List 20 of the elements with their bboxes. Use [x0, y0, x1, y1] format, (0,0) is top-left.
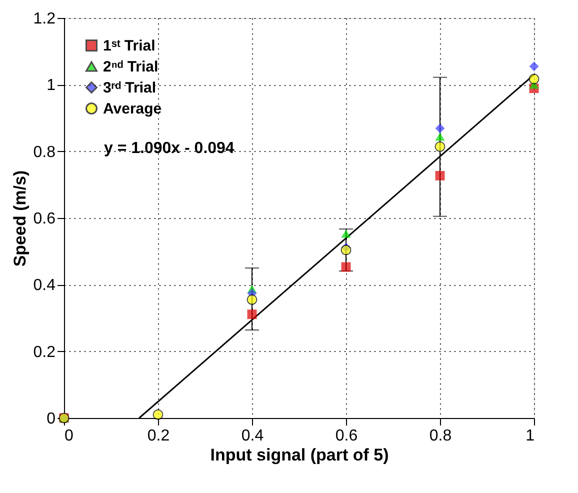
y-tick-label: 0.2 — [33, 344, 56, 361]
x-axis-title: Input signal (part of 5) — [210, 446, 389, 464]
legend-label: 2ⁿᵈ Trial — [103, 58, 158, 76]
legend-label: Average — [103, 100, 162, 118]
legend-label: 1ˢᵗ Trial — [103, 38, 156, 54]
y-tick-label: 1.2 — [33, 10, 56, 28]
y-tick-label: 1 — [46, 77, 56, 94]
annotation: y = 1.090x - 0.094 — [104, 140, 234, 157]
y-tick-label: 0.4 — [33, 277, 56, 294]
x-tick-label: 0.2 — [147, 428, 170, 444]
y-tick-label: 0 — [46, 410, 56, 428]
x-tick-label: 0 — [64, 428, 74, 444]
y-tick-label: 0.8 — [33, 144, 56, 161]
y-axis-title: Speed (m/s) — [10, 170, 30, 267]
x-tick-label: 0.6 — [335, 428, 358, 444]
y-tick-label: 0.6 — [33, 210, 56, 228]
x-tick-label: 0.8 — [429, 428, 452, 444]
x-tick-label: 1 — [526, 428, 535, 444]
legend-label: 3ʳᵈ Trial — [103, 80, 156, 96]
x-tick-label: 0.4 — [241, 428, 264, 444]
